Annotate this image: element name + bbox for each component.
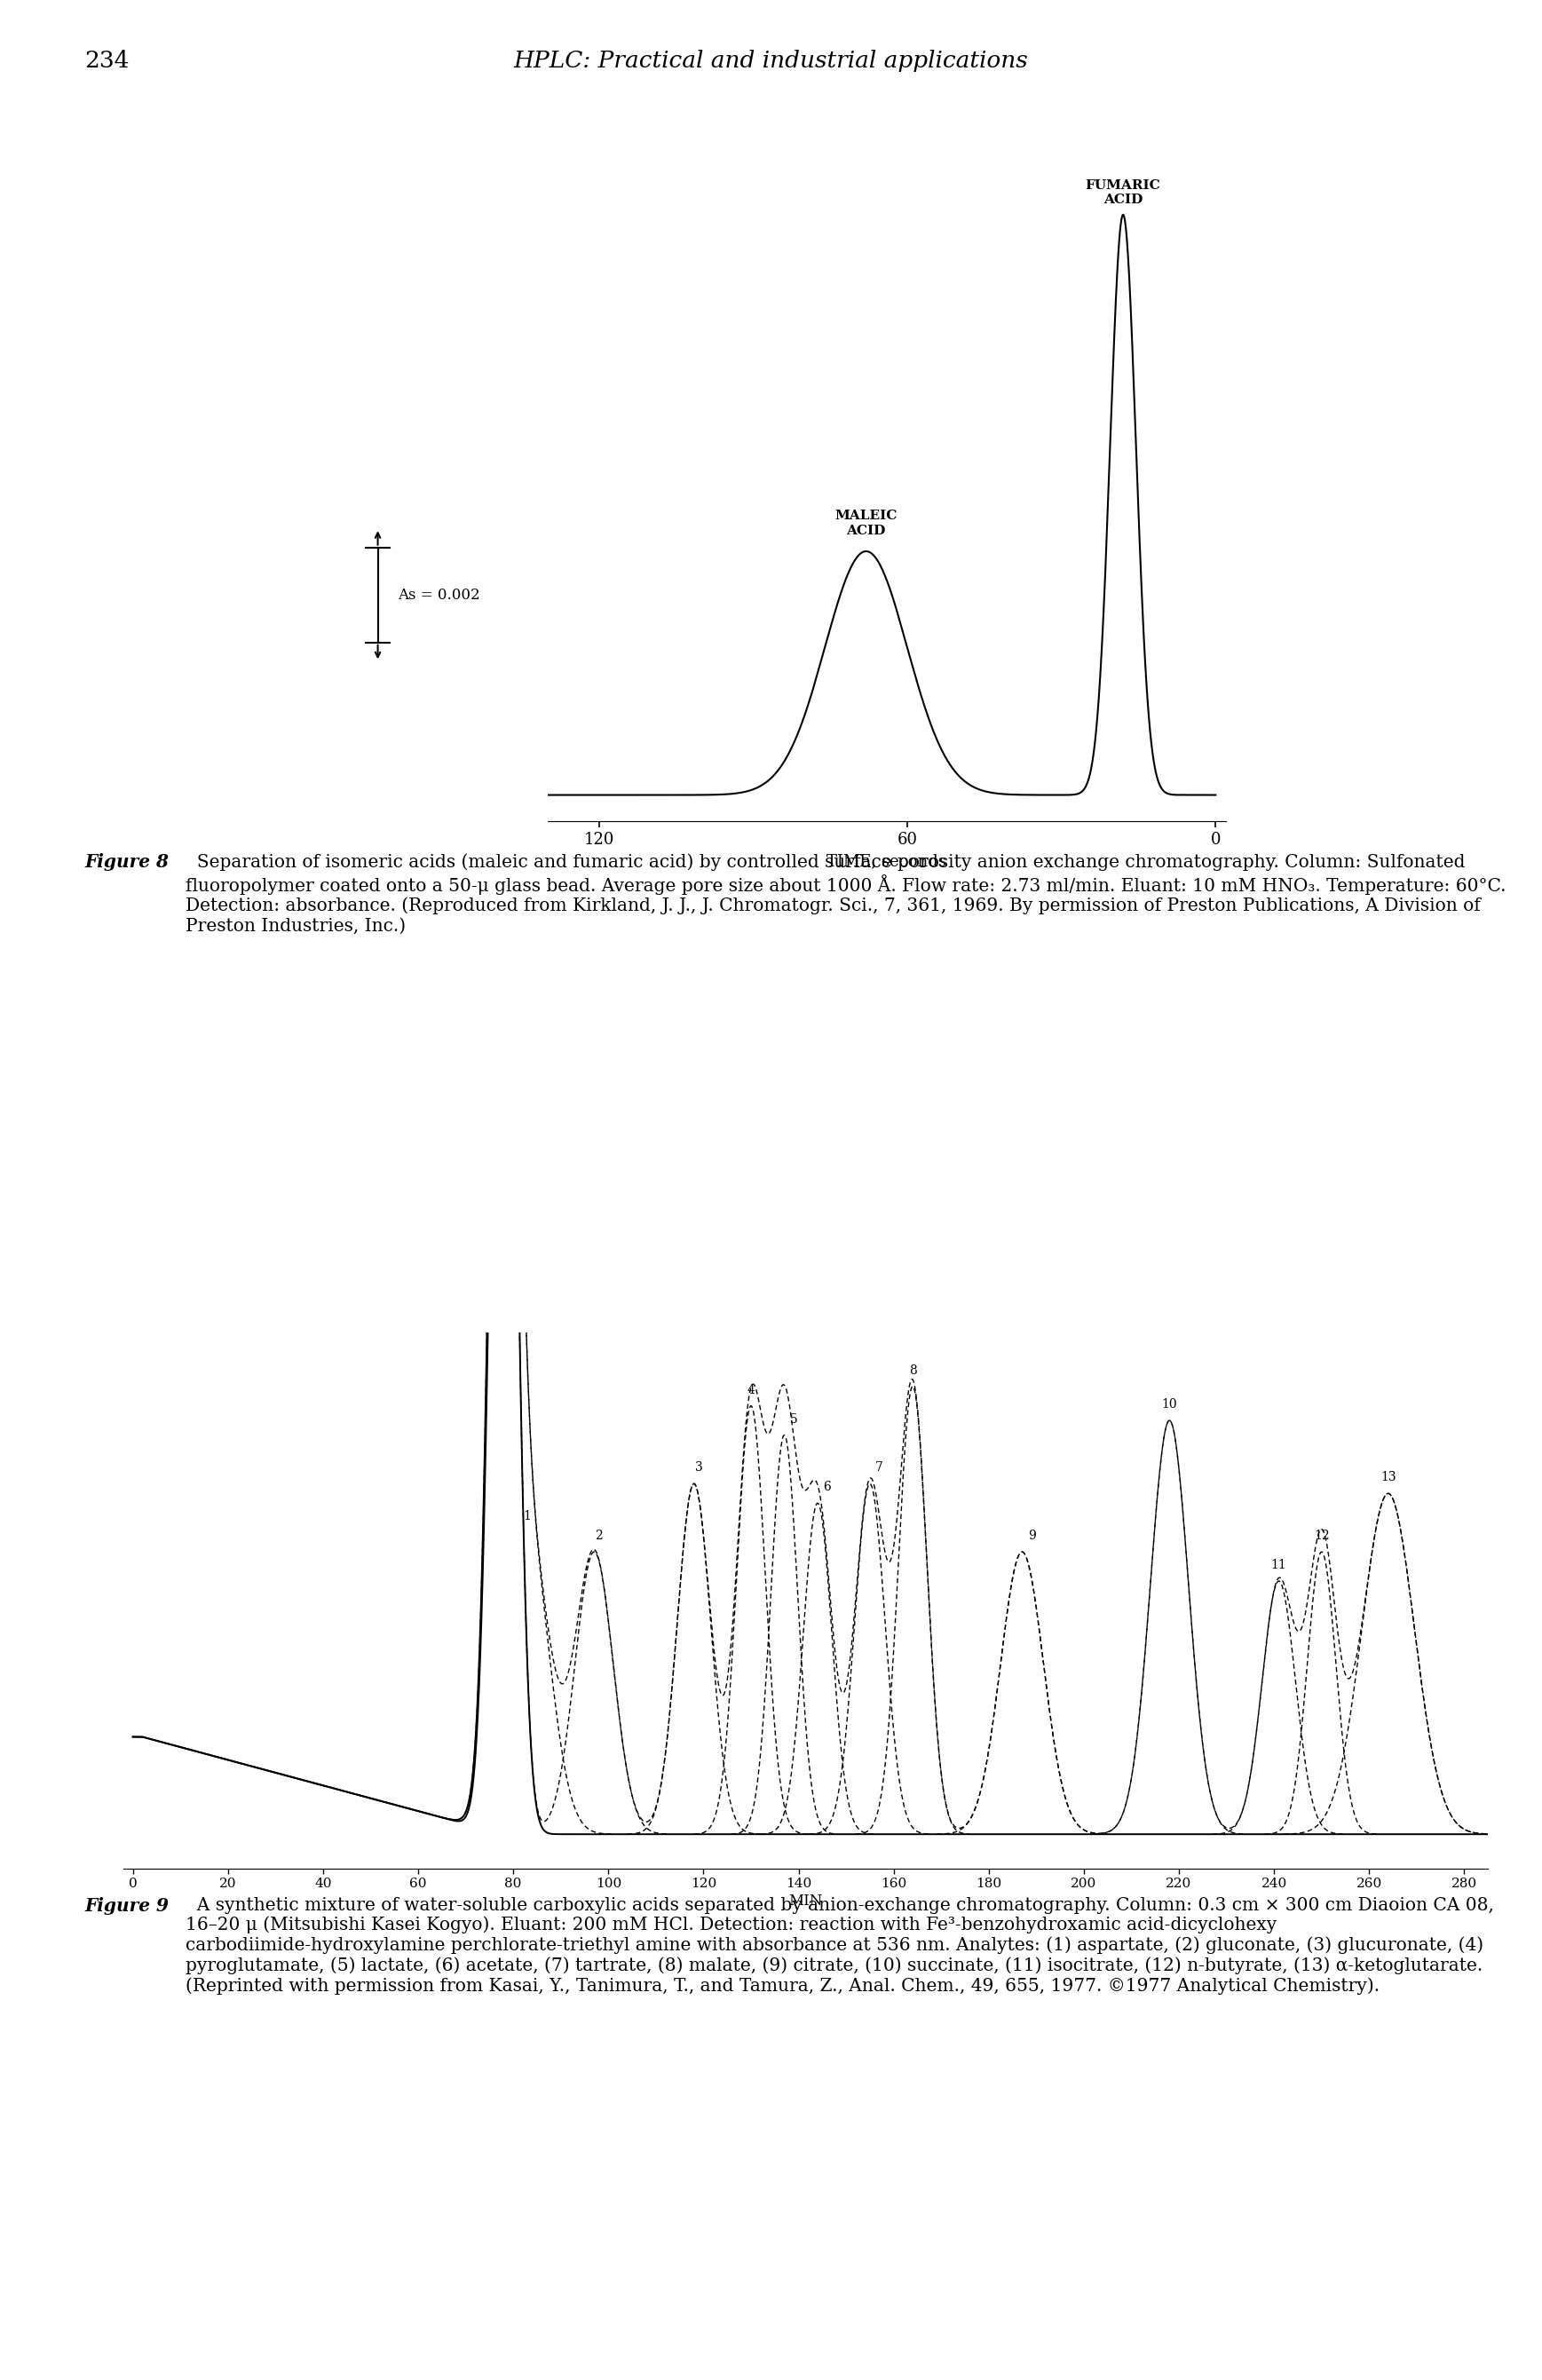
Text: HPLC: Practical and industrial applications: HPLC: Practical and industrial applicati… — [513, 50, 1029, 71]
Text: 3: 3 — [695, 1461, 703, 1473]
Text: 13: 13 — [1380, 1471, 1396, 1483]
Text: 2: 2 — [595, 1530, 603, 1542]
Text: 12: 12 — [1314, 1530, 1329, 1542]
Text: 5: 5 — [790, 1414, 797, 1426]
Text: Figure 8: Figure 8 — [85, 852, 170, 871]
Text: 7: 7 — [876, 1461, 884, 1473]
Text: 9: 9 — [1027, 1530, 1035, 1542]
Text: 10: 10 — [1161, 1399, 1177, 1411]
Text: Separation of isomeric acids (maleic and fumaric acid) by controlled surface por: Separation of isomeric acids (maleic and… — [185, 852, 1507, 935]
Text: 4: 4 — [746, 1383, 756, 1397]
Text: 6: 6 — [823, 1480, 831, 1495]
Text: 234: 234 — [85, 50, 130, 71]
Text: A synthetic mixture of water-soluble carboxylic acids separated by anion-exchang: A synthetic mixture of water-soluble car… — [185, 1897, 1494, 1994]
Text: FUMARIC
ACID: FUMARIC ACID — [1086, 178, 1161, 207]
Text: 8: 8 — [908, 1364, 916, 1376]
X-axis label: TIME, seconds: TIME, seconds — [827, 854, 947, 869]
Text: 11: 11 — [1271, 1559, 1286, 1571]
Text: MALEIC
ACID: MALEIC ACID — [834, 509, 897, 538]
Text: Figure 9: Figure 9 — [85, 1897, 170, 1914]
Text: As = 0.002: As = 0.002 — [398, 588, 480, 602]
Text: 1: 1 — [524, 1511, 532, 1523]
X-axis label: MIN: MIN — [788, 1894, 823, 1909]
